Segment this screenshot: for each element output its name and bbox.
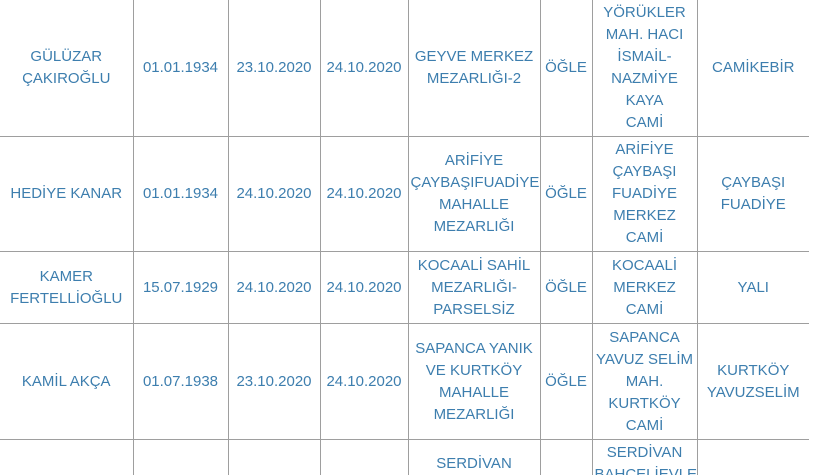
cell-cemetery: ARİFİYE ÇAYBAŞIFUADİYE MAHALLE MEZARLIĞI [407,136,541,252]
cell-burial-date: 24.10.2020 [319,323,409,440]
cell-birth-date: 01.01.1934 [132,136,229,252]
cell-neighborhood: ÇAYBAŞI FUADİYE [696,136,809,252]
cell-mosque: SAPANCA YAVUZ SELİM MAH. KURTKÖY CAMİ [591,323,698,440]
cell-death-date: 23.10.2020 [227,0,321,137]
table-row: NECATİ İZKALAF 01.01.1936 24.10.2020 24.… [0,439,809,475]
cell-death-date: 24.10.2020 [227,439,321,475]
cell-mosque: SERDİVAN BAHÇELİEVLER MAH. MERKEZ CAMİ [591,439,698,475]
cell-neighborhood: KURTKÖY YAVUZSELİM [696,323,809,440]
cell-prayer-time: ÖĞLE [539,0,593,137]
cell-death-date: 24.10.2020 [227,251,321,324]
cell-cemetery: SAPANCA YANIK VE KURTKÖY MAHALLE MEZARLI… [407,323,541,440]
cell-birth-date: 01.01.1934 [132,0,229,137]
cell-deceased-name: HEDİYE KANAR [0,136,134,252]
cell-death-date: 24.10.2020 [227,136,321,252]
table-row: HEDİYE KANAR 01.01.1934 24.10.2020 24.10… [0,136,809,252]
cell-death-date: 23.10.2020 [227,323,321,440]
cell-neighborhood: CAMİKEBİR [696,0,809,137]
cell-mosque: ARİFİYE ÇAYBAŞI FUADİYE MERKEZ CAMİ [591,136,698,252]
cell-birth-date: 15.07.1929 [132,251,229,324]
cell-prayer-time: ÖĞLE [539,251,593,324]
cell-deceased-name: NECATİ İZKALAF [0,439,134,475]
cell-burial-date: 24.10.2020 [319,439,409,475]
cell-burial-date: 24.10.2020 [319,0,409,137]
table-row: GÜLÜZAR ÇAKIROĞLU 01.01.1934 23.10.2020 … [0,0,809,137]
cell-burial-date: 24.10.2020 [319,136,409,252]
cell-mosque: YÖRÜKLER MAH. HACI İSMAİL- NAZMİYE KAYA … [591,0,698,137]
table-row: KAMİL AKÇA 01.07.1938 23.10.2020 24.10.2… [0,323,809,440]
cell-prayer-time: İKİNDİ [539,439,593,475]
cell-deceased-name: GÜLÜZAR ÇAKIROĞLU [0,0,134,137]
cell-cemetery: GEYVE MERKEZ MEZARLIĞI-2 [407,0,541,137]
cell-neighborhood: BAHÇELİEVLER [696,439,809,475]
cell-cemetery: KOCAALİ SAHİL MEZARLIĞI- PARSELSİZ [407,251,541,324]
cell-cemetery: SERDİVAN MERKEZ MEZARLIĞI - (PARSELLİ) [407,439,541,475]
cell-birth-date: 01.01.1936 [132,439,229,475]
cell-birth-date: 01.07.1938 [132,323,229,440]
cell-burial-date: 24.10.2020 [319,251,409,324]
cell-prayer-time: ÖĞLE [539,136,593,252]
cell-mosque: KOCAALİ MERKEZ CAMİ [591,251,698,324]
cell-neighborhood: YALI [696,251,809,324]
cell-deceased-name: KAMİL AKÇA [0,323,134,440]
cell-deceased-name: KAMER FERTELLİOĞLU [0,251,134,324]
cell-prayer-time: ÖĞLE [539,323,593,440]
table-row: KAMER FERTELLİOĞLU 15.07.1929 24.10.2020… [0,251,809,324]
